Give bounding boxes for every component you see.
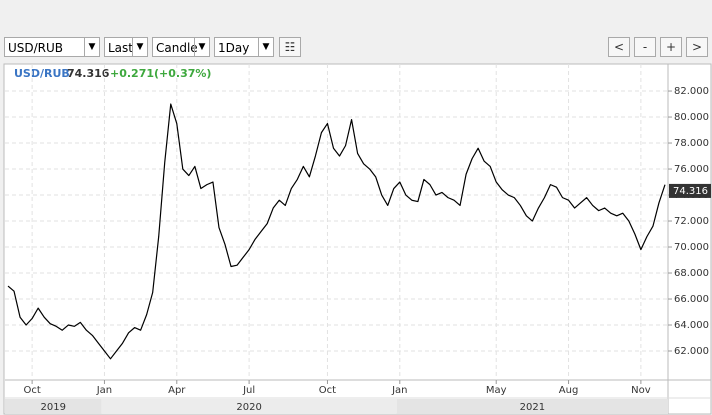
x-tick-label: Oct: [319, 385, 336, 396]
year-band: [5, 399, 102, 414]
nav-button[interactable]: >: [686, 37, 708, 57]
legend-price: 74.316: [67, 67, 110, 80]
x-tick-label: Oct: [23, 385, 40, 396]
legend-symbol: USD/RUB: [14, 67, 70, 80]
dropdown-arrow: ▼: [84, 38, 99, 56]
dropdown-arrow: ▼: [258, 38, 273, 56]
x-tick-label: Jul: [242, 385, 255, 396]
price-line: [7, 103, 666, 360]
year-label: 2020: [236, 402, 261, 413]
chart-type-text: Candle: [156, 41, 198, 55]
symbol-text: USD/RUB: [8, 41, 64, 55]
chart-background: [3, 63, 712, 415]
y-tick-label: 70.000: [674, 242, 709, 253]
legend-change: +0.271(+0.37%): [110, 67, 211, 80]
price-tag-label: 74.316: [673, 186, 708, 197]
x-tick-label: Nov: [631, 385, 651, 396]
nav-button[interactable]: -: [634, 37, 656, 57]
y-tick-label: 82.000: [674, 86, 709, 97]
period-select[interactable]: 1Day ▼: [214, 37, 274, 57]
year-label: 2019: [40, 402, 65, 413]
period-text: 1Day: [218, 41, 250, 55]
dropdown-arrow: ▼: [132, 38, 147, 56]
x-tick-label: Jan: [391, 385, 407, 396]
y-tick-label: 68.000: [674, 268, 709, 279]
price-type-text: Last: [108, 41, 133, 55]
x-tick-label: Jan: [96, 385, 112, 396]
price-tag: [669, 183, 711, 198]
nav-button[interactable]: <: [608, 37, 630, 57]
x-tick-label: Aug: [559, 385, 579, 396]
price-type-select[interactable]: Last ▼: [104, 37, 148, 57]
y-tick-label: 64.000: [674, 320, 709, 331]
symbol-select[interactable]: USD/RUB ▼: [4, 37, 100, 57]
dropdown-arrow: ▼: [194, 38, 209, 56]
chart-type-select[interactable]: Candle ▼: [152, 37, 210, 57]
y-tick-label: 76.000: [674, 164, 709, 175]
y-tick-label: 78.000: [674, 138, 709, 149]
y-tick-label: 80.000: [674, 112, 709, 123]
y-tick-label: 62.000: [674, 346, 709, 357]
year-label: 2021: [520, 402, 545, 413]
y-tick-label: 66.000: [674, 294, 709, 305]
y-tick-label: 72.000: [674, 216, 709, 227]
nav-button[interactable]: +: [660, 37, 682, 57]
year-band: [101, 399, 397, 414]
settings-button[interactable]: ☷: [279, 37, 301, 57]
x-tick-label: Apr: [168, 385, 186, 396]
chart: USD/RUB 74.316 +0.271(+0.37%) 2019 2020 20…: [3, 63, 712, 415]
x-tick-label: May: [486, 385, 507, 396]
year-band: [396, 399, 668, 414]
